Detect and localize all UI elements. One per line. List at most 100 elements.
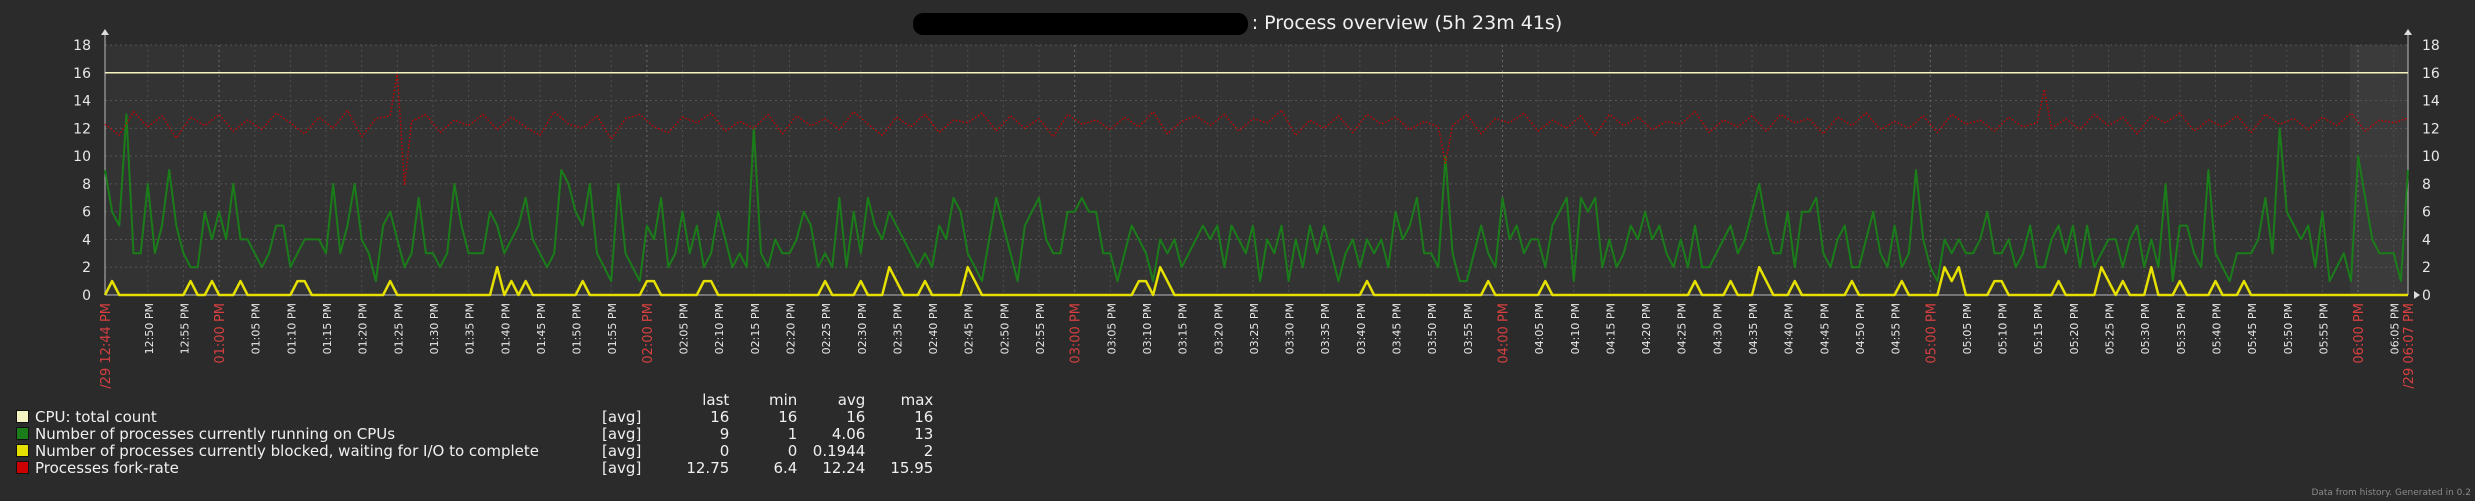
x-tick-label: 05/29 06:07 PM [2402, 303, 2417, 390]
x-tick-label: 01:30 PM [428, 303, 441, 354]
y-tick-label-left: 16 [73, 66, 91, 82]
x-tick-label: 03:00 PM [1069, 303, 1084, 364]
legend-row: Processes fork-rate [avg] 12.75 6.4 12.2… [16, 460, 933, 477]
legend-function: [avg] [602, 408, 642, 426]
x-tick-label: 04:30 PM [1711, 303, 1724, 354]
x-tick-label: 03:35 PM [1319, 303, 1332, 354]
footer-note: Data from history. Generated in 0.2 [2311, 488, 2471, 498]
legend-max: 15.95 [890, 459, 934, 477]
x-tick-label: 05:10 PM [1997, 303, 2010, 354]
legend-last: 0 [719, 442, 730, 460]
legend-avg: 4.06 [831, 425, 866, 443]
legend-min: 16 [778, 408, 798, 426]
x-tick-label: 01:25 PM [392, 303, 405, 354]
legend-max: 2 [923, 442, 934, 460]
x-tick-label: 03:40 PM [1355, 303, 1368, 354]
legend-min: 1 [787, 425, 798, 443]
legend-header-avg: avg [837, 391, 866, 409]
x-tick-label: 05:05 PM [1961, 303, 1974, 354]
legend-function: [avg] [602, 425, 642, 443]
series-blocked-line [103, 265, 2408, 297]
y-tick-label-right: 18 [2422, 38, 2440, 54]
x-tick-label: 05:40 PM [2210, 303, 2223, 354]
x-tick-label: 02:00 PM [641, 303, 656, 364]
y-tick-label-left: 8 [82, 177, 91, 193]
y-tick-label-right: 10 [2422, 149, 2440, 165]
x-tick-label: 01:15 PM [321, 303, 334, 354]
x-tick-label: 05:55 PM [2317, 303, 2330, 354]
graph-title: : Process overview (5h 23m 41s) [0, 12, 2475, 35]
x-axis-arrow-icon [2414, 291, 2420, 299]
x-tick-label: 04:15 PM [1604, 303, 1617, 354]
legend-min: 6.4 [773, 459, 798, 477]
x-tick-label: 02:25 PM [820, 303, 833, 354]
legend-swatch-blocked [16, 444, 29, 457]
x-tick-label: 04:55 PM [1890, 303, 1903, 354]
x-tick-label: 01:45 PM [535, 303, 548, 354]
x-tick-label: 04:05 PM [1533, 303, 1546, 354]
x-tick-label: 05:50 PM [2282, 303, 2295, 354]
selection-shade [2350, 45, 2408, 295]
x-tick-label: 03:50 PM [1426, 303, 1439, 354]
right-axis-arrow-icon [2404, 29, 2412, 35]
x-tick-label: 05:35 PM [2175, 303, 2188, 354]
y-tick-label-left: 4 [82, 232, 91, 248]
y-tick-label-left: 10 [73, 149, 91, 165]
y-tick-label-right: 16 [2422, 66, 2440, 82]
x-tick-label: 01:00 PM [213, 303, 228, 364]
x-tick-label: 05:20 PM [2068, 303, 2081, 354]
x-tick-label: 01:40 PM [499, 303, 512, 354]
x-tick-label: 02:55 PM [1034, 303, 1047, 354]
y-axis-labels: 0 0 2 2 4 4 6 6 8 8 10 10 12 12 14 14 16 16 18 18 [73, 38, 2440, 304]
legend-header-last: last [702, 391, 730, 409]
x-tick-label: 03:05 PM [1105, 303, 1118, 354]
x-tick-label: 06:00 PM [2352, 303, 2367, 364]
legend-max: 13 [914, 425, 934, 443]
x-tick-label: 02:50 PM [998, 303, 1011, 354]
legend-header-max: max [900, 391, 934, 409]
legend-function: [avg] [602, 442, 642, 460]
x-tick-label: 02:10 PM [713, 303, 726, 354]
y-tick-label-left: 14 [73, 94, 91, 110]
x-tick-label: 04:45 PM [1818, 303, 1831, 354]
x-tick-label: 03:45 PM [1391, 303, 1404, 354]
legend-swatch-cpu-total [16, 410, 29, 423]
x-tick-label: 04:10 PM [1569, 303, 1582, 354]
x-tick-label: 04:35 PM [1747, 303, 1760, 354]
x-tick-label: 04:00 PM [1496, 303, 1511, 364]
x-tick-label: 02:45 PM [963, 303, 976, 354]
x-tick-label: 03:20 PM [1212, 303, 1225, 354]
y-tick-label-right: 4 [2422, 232, 2431, 248]
x-tick-label: 12:55 PM [178, 303, 191, 354]
x-tick-label: 05:15 PM [2032, 303, 2045, 354]
x-tick-label: 05:00 PM [1924, 303, 1939, 364]
series-group [103, 72, 2409, 297]
series-running-line [104, 113, 2409, 283]
graph-title-text: : Process overview (5h 23m 41s) [1251, 12, 1563, 34]
legend-row: Number of processes currently running on… [16, 426, 933, 443]
x-tick-label: 02:15 PM [749, 303, 762, 354]
legend-max: 16 [914, 408, 934, 426]
legend-last: 12.75 [686, 459, 730, 477]
x-tick-label: 03:10 PM [1141, 303, 1154, 354]
legend-avg: 0.1944 [812, 442, 866, 460]
x-tick-label: 03:30 PM [1284, 303, 1297, 354]
y-tick-label-left: 6 [82, 205, 91, 221]
x-tick-label: 06:05 PM [2389, 303, 2402, 354]
x-tick-label: 01:10 PM [285, 303, 298, 354]
x-tick-label: 02:05 PM [678, 303, 691, 354]
chart-canvas[interactable]: 0 0 2 2 4 4 6 6 8 8 10 10 12 12 14 14 16 16 18 18 05/29 12:… [0, 0, 2475, 390]
x-tick-label: 04:20 PM [1640, 303, 1653, 354]
legend-name: CPU: total count [35, 408, 157, 426]
y-tick-label-right: 8 [2422, 177, 2431, 193]
legend-min: 0 [787, 442, 798, 460]
redacted-host-name [912, 12, 1248, 35]
x-tick-label: 02:30 PM [856, 303, 869, 354]
x-axis-labels: 05/29 12:44 PM 12:50 PM 12:55 PM 01:00 PM 01… [99, 303, 2417, 390]
y-tick-label-right: 14 [2422, 94, 2440, 110]
left-axis-arrow-icon [101, 29, 109, 35]
x-tick-label: 05:25 PM [2104, 303, 2117, 354]
x-tick-label: 04:25 PM [1676, 303, 1689, 354]
x-tick-label: 02:35 PM [891, 303, 904, 354]
